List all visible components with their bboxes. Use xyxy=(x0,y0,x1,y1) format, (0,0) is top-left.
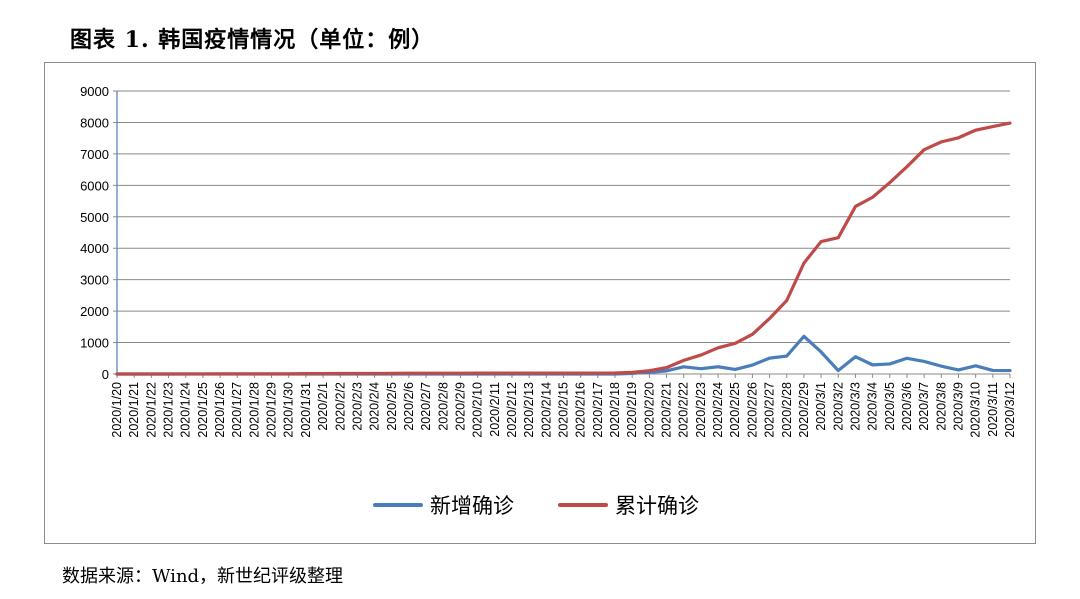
figure-title: 图表 1. 韩国疫情情况（单位：例） xyxy=(70,27,435,53)
x-tick-label: 2020/2/26 xyxy=(745,382,759,438)
x-tick-label: 2020/1/26 xyxy=(213,382,227,438)
y-tick-label: 9000 xyxy=(80,84,109,99)
x-tick-label: 2020/2/4 xyxy=(368,382,382,431)
chart-frame: 0 1000 2000 3000 4000 5000 6000 7000 8000 9000 20… xyxy=(44,62,1036,544)
x-tick-label: 2020/2/16 xyxy=(574,382,588,438)
x-tick-label: 2020/2/23 xyxy=(694,382,708,438)
x-tick-label: 2020/2/15 xyxy=(557,382,571,438)
x-tick-label: 2020/2/11 xyxy=(488,382,502,437)
x-tick-label: 2020/1/31 xyxy=(299,382,313,438)
x-tick-label: 2020/2/21 xyxy=(660,382,674,438)
x-tick-label: 2020/1/28 xyxy=(247,382,261,438)
x-tick-label: 2020/3/9 xyxy=(951,382,965,431)
series-line-0 xyxy=(115,334,1012,376)
x-tick-label: 2020/3/4 xyxy=(866,382,880,431)
y-axis: 0 1000 2000 3000 4000 5000 6000 7000 8000 9000 xyxy=(80,84,118,382)
x-tick-label: 2020/1/23 xyxy=(162,382,176,438)
x-tick-label: 2020/2/7 xyxy=(419,382,433,431)
y-tick-label: 8000 xyxy=(80,115,109,130)
x-tick-label: 2020/3/5 xyxy=(883,382,897,431)
source-note: 数据来源：Wind，新世纪评级整理 xyxy=(62,566,344,587)
x-tick-label: 2020/2/14 xyxy=(539,382,553,438)
gridlines xyxy=(117,90,1010,344)
x-tick-label: 2020/2/17 xyxy=(591,382,605,438)
x-tick-label: 2020/3/8 xyxy=(934,382,948,431)
x-tick-label: 2020/2/5 xyxy=(385,382,399,431)
x-tick-label: 2020/1/25 xyxy=(196,382,210,438)
legend-label-0: 新增确诊 xyxy=(430,495,514,518)
legend: 新增确诊 累计确诊 xyxy=(373,495,699,518)
legend-label-1: 累计确诊 xyxy=(615,495,699,518)
x-tick-label: 2020/1/27 xyxy=(230,382,244,438)
x-tick-label: 2020/2/18 xyxy=(608,382,622,438)
x-tick-label: 2020/2/22 xyxy=(677,382,691,438)
y-tick-label: 2000 xyxy=(80,304,109,319)
x-tick-label: 2020/2/9 xyxy=(453,382,467,431)
x-tick-label: 2020/3/12 xyxy=(1003,382,1017,438)
y-tick-label: 5000 xyxy=(80,210,109,225)
x-tick-label: 2020/2/29 xyxy=(797,382,811,438)
x-tick-label: 2020/2/3 xyxy=(350,382,364,431)
y-tick-label: 0 xyxy=(102,367,109,382)
x-tick-label: 2020/1/21 xyxy=(127,382,141,438)
x-tick-label: 2020/1/29 xyxy=(265,382,279,438)
x-tick-label: 2020/1/24 xyxy=(179,382,193,438)
x-tick-label: 2020/2/25 xyxy=(728,382,742,438)
x-tick-label: 2020/2/24 xyxy=(711,382,725,438)
y-tick-label: 3000 xyxy=(80,273,109,288)
x-tick-label: 2020/2/10 xyxy=(471,382,485,438)
x-tick-label: 2020/3/1 xyxy=(814,382,828,431)
x-tick-label: 2020/3/11 xyxy=(986,382,1000,437)
y-tick-label: 7000 xyxy=(80,147,109,162)
series-lines xyxy=(115,121,1012,376)
x-tick-label: 2020/2/19 xyxy=(625,382,639,438)
x-tick-label: 2020/2/20 xyxy=(642,382,656,438)
x-axis: 2020/1/20 2020/1/21 2020/1/22 2020/1/23 2020… xyxy=(110,373,1017,438)
x-tick-label: 2020/2/2 xyxy=(333,382,347,431)
x-tick-label: 2020/3/7 xyxy=(917,382,931,431)
x-tick-label: 2020/3/6 xyxy=(900,382,914,431)
y-tick-label: 1000 xyxy=(80,336,109,351)
x-tick-label: 2020/2/1 xyxy=(316,382,330,431)
x-tick-label: 2020/2/13 xyxy=(522,382,536,438)
line-chart: 0 1000 2000 3000 4000 5000 6000 7000 8000 9000 20… xyxy=(80,84,1017,518)
x-tick-label: 2020/1/30 xyxy=(282,382,296,438)
x-tick-label: 2020/2/6 xyxy=(402,382,416,431)
x-tick-label: 2020/3/3 xyxy=(848,382,862,431)
x-tick-label: 2020/1/22 xyxy=(144,382,158,438)
x-tick-label: 2020/1/20 xyxy=(110,382,124,438)
x-tick-label: 2020/3/10 xyxy=(969,382,983,438)
x-tick-label: 2020/2/12 xyxy=(505,382,519,438)
y-tick-label: 6000 xyxy=(80,178,109,193)
x-tick-label: 2020/2/27 xyxy=(763,382,777,438)
x-tick-label: 2020/3/2 xyxy=(831,382,845,431)
x-tick-label: 2020/2/28 xyxy=(780,382,794,438)
x-tick-label: 2020/2/8 xyxy=(436,382,450,431)
y-tick-label: 4000 xyxy=(80,241,109,256)
